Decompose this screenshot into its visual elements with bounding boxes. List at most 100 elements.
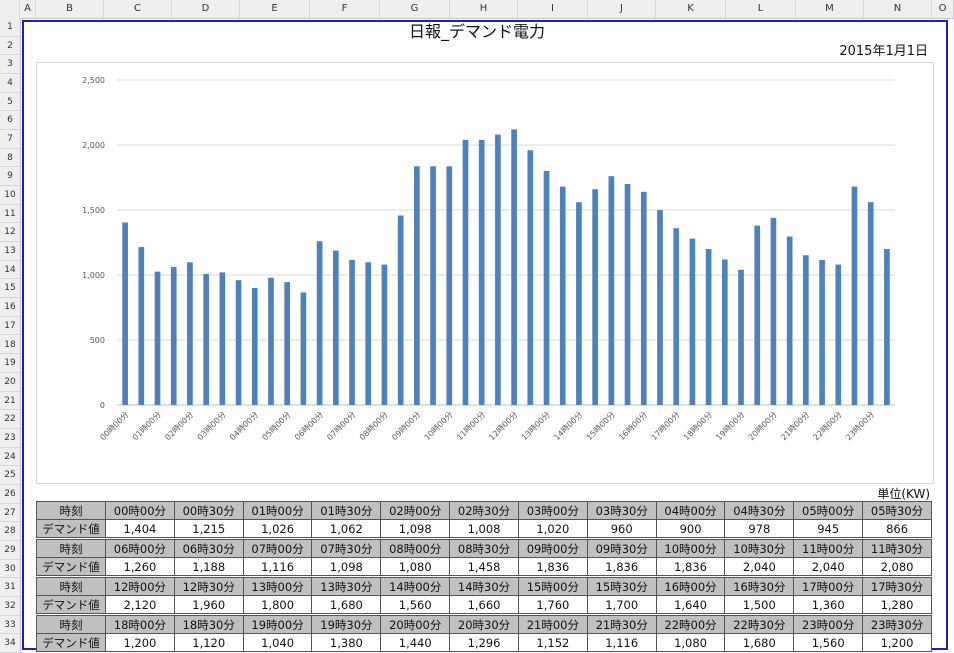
time-cell[interactable]: 06時30分 — [173, 539, 244, 558]
row-header-16[interactable]: 16 — [0, 298, 20, 317]
time-cell[interactable]: 22時00分 — [655, 615, 726, 634]
bar-06時30分[interactable] — [332, 250, 339, 405]
column-header-c[interactable]: C — [104, 0, 172, 18]
bar-02時00分[interactable] — [187, 262, 193, 405]
bar-02時30分[interactable] — [203, 273, 209, 405]
column-header-f[interactable]: F — [310, 0, 380, 18]
row-header-10[interactable]: 10 — [0, 186, 20, 205]
time-cell[interactable]: 07時30分 — [311, 539, 382, 558]
time-cell[interactable]: 00時00分 — [105, 501, 175, 520]
bar-08時30分[interactable] — [397, 215, 404, 405]
column-header-i[interactable]: I — [518, 0, 588, 18]
bar-17時30分[interactable] — [689, 238, 696, 405]
demand-value-cell[interactable]: 1,836 — [517, 557, 588, 576]
demand-value-cell[interactable]: 1,008 — [449, 519, 519, 538]
column-header-o[interactable]: O — [932, 0, 954, 18]
time-cell[interactable]: 05時30分 — [862, 501, 932, 520]
time-cell[interactable]: 04時30分 — [724, 501, 795, 520]
demand-value-cell[interactable]: 1,458 — [449, 557, 519, 576]
time-cell[interactable]: 02時30分 — [449, 501, 519, 520]
bar-11時00分[interactable] — [478, 139, 485, 406]
time-cell[interactable]: 16時30分 — [724, 577, 795, 596]
row-header-21[interactable]: 21 — [0, 392, 20, 411]
row-header-9[interactable]: 9 — [0, 167, 20, 187]
bar-23時30分[interactable] — [884, 249, 890, 405]
time-cell[interactable]: 12時00分 — [105, 577, 175, 596]
bar-10時30分[interactable] — [462, 139, 469, 406]
column-header-g[interactable]: G — [380, 0, 450, 18]
time-cell[interactable]: 15時30分 — [586, 577, 657, 596]
time-cell[interactable]: 12時30分 — [173, 577, 244, 596]
time-cell[interactable]: 11時30分 — [862, 539, 932, 558]
time-cell[interactable]: 20時00分 — [380, 615, 451, 634]
time-cell[interactable]: 20時30分 — [449, 615, 519, 634]
time-cell[interactable]: 01時00分 — [242, 501, 313, 520]
bar-05時00分[interactable] — [284, 282, 291, 405]
demand-value-cell[interactable]: 1,080 — [380, 557, 451, 576]
row-header-4[interactable]: 4 — [0, 74, 20, 93]
demand-value-cell[interactable]: 2,120 — [105, 595, 175, 614]
bar-00時00分[interactable] — [122, 222, 128, 405]
column-header-l[interactable]: L — [726, 0, 796, 18]
bar-17時00分[interactable] — [673, 228, 680, 405]
row-header-5[interactable]: 5 — [0, 93, 20, 112]
bar-20時30分[interactable] — [786, 236, 793, 405]
bar-07時00分[interactable] — [349, 259, 355, 405]
time-cell[interactable]: 14時30分 — [449, 577, 519, 596]
row-header-28[interactable]: 28 — [0, 522, 20, 541]
demand-value-cell[interactable]: 1,152 — [517, 633, 588, 652]
bar-06時00分[interactable] — [316, 241, 323, 405]
time-cell[interactable]: 13時30分 — [311, 577, 382, 596]
row-header-26[interactable]: 26 — [0, 485, 20, 504]
row-header-14[interactable]: 14 — [0, 261, 20, 280]
time-cell[interactable]: 05時00分 — [793, 501, 864, 520]
demand-value-cell[interactable]: 978 — [724, 519, 795, 538]
demand-value-cell[interactable]: 2,080 — [862, 557, 932, 576]
bar-14時00分[interactable] — [576, 202, 582, 405]
demand-value-cell[interactable]: 1,404 — [105, 519, 175, 538]
demand-value-cell[interactable]: 1,200 — [105, 633, 175, 652]
bar-21時30分[interactable] — [819, 259, 825, 405]
demand-value-cell[interactable]: 1,760 — [517, 595, 588, 614]
demand-value-cell[interactable]: 1,296 — [449, 633, 519, 652]
time-cell[interactable]: 22時30分 — [724, 615, 795, 634]
demand-value-cell[interactable]: 1,062 — [311, 519, 382, 538]
time-cell[interactable]: 04時00分 — [655, 501, 726, 520]
time-cell[interactable]: 11時00分 — [793, 539, 864, 558]
bar-22時30分[interactable] — [851, 186, 858, 405]
row-header-27[interactable]: 27 — [0, 504, 20, 523]
time-cell[interactable]: 02時00分 — [380, 501, 451, 520]
demand-value-cell[interactable]: 1,040 — [242, 633, 313, 652]
demand-value-cell[interactable]: 1,116 — [586, 633, 657, 652]
demand-value-cell[interactable]: 1,960 — [173, 595, 244, 614]
bar-12時00分[interactable] — [511, 129, 517, 405]
bar-15時00分[interactable] — [608, 176, 615, 405]
bar-11時30分[interactable] — [495, 134, 501, 405]
row-header-23[interactable]: 23 — [0, 429, 20, 448]
demand-value-cell[interactable]: 1,380 — [311, 633, 382, 652]
demand-value-cell[interactable]: 1,836 — [655, 557, 726, 576]
time-cell[interactable]: 10時30分 — [724, 539, 795, 558]
row-header-18[interactable]: 18 — [0, 336, 20, 355]
demand-value-cell[interactable]: 1,440 — [380, 633, 451, 652]
time-cell[interactable]: 01時30分 — [311, 501, 382, 520]
bar-13時30分[interactable] — [559, 186, 566, 405]
demand-value-cell[interactable]: 1,560 — [380, 595, 451, 614]
bar-00時30分[interactable] — [138, 247, 145, 405]
bar-15時30分[interactable] — [624, 184, 631, 405]
row-header-2[interactable]: 2 — [0, 37, 20, 56]
time-cell[interactable]: 03時00分 — [517, 501, 588, 520]
row-header-22[interactable]: 22 — [0, 410, 20, 429]
demand-value-cell[interactable]: 1,026 — [242, 519, 313, 538]
time-cell[interactable]: 23時00分 — [793, 615, 864, 634]
time-cell[interactable]: 23時30分 — [862, 615, 932, 634]
bar-19時30分[interactable] — [754, 225, 761, 405]
time-cell[interactable]: 06時00分 — [105, 539, 175, 558]
demand-value-cell[interactable]: 2,040 — [724, 557, 795, 576]
bar-09時30分[interactable] — [430, 166, 436, 405]
bar-10時00分[interactable] — [446, 166, 453, 405]
demand-value-cell[interactable]: 1,836 — [586, 557, 657, 576]
demand-value-cell[interactable]: 945 — [793, 519, 864, 538]
row-header-32[interactable]: 32 — [0, 597, 20, 616]
bar-01時30分[interactable] — [170, 266, 177, 405]
